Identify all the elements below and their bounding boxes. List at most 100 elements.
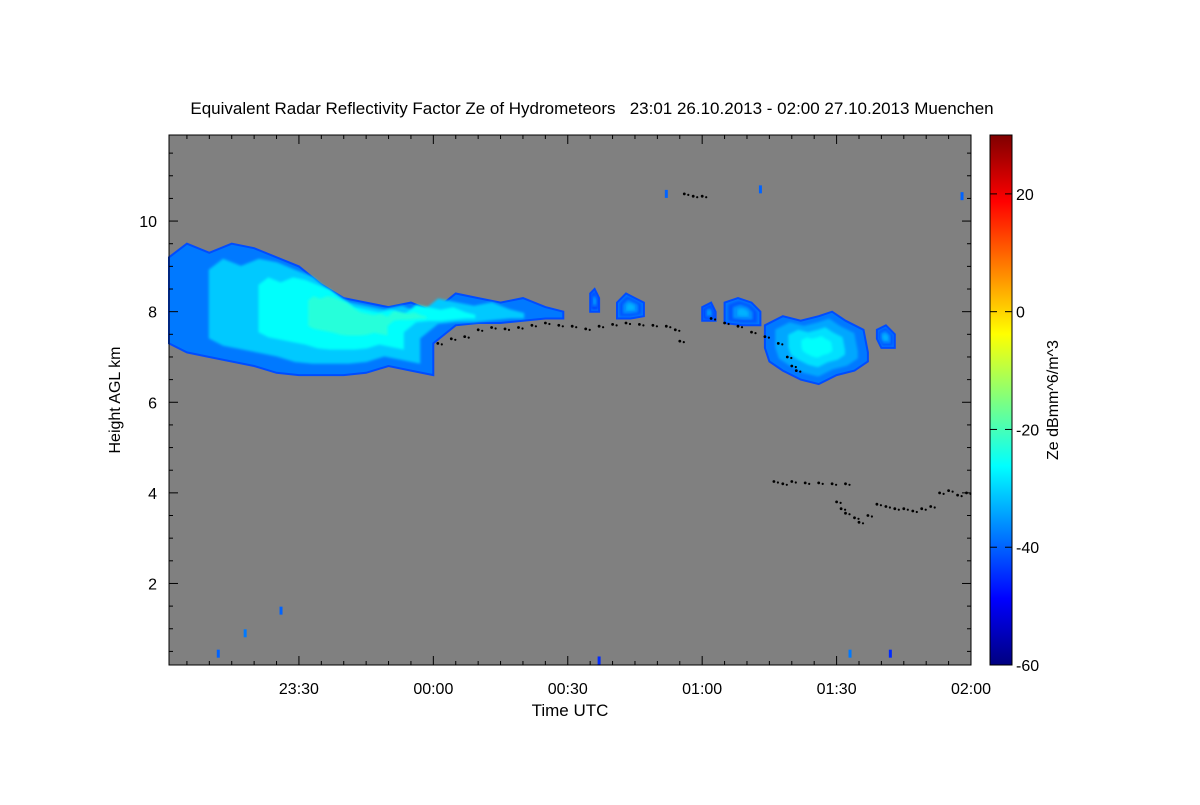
ceilometer-point xyxy=(740,326,744,329)
ceilometer-point xyxy=(561,325,564,328)
cloud-layer xyxy=(589,287,601,313)
cloud-layers xyxy=(168,242,896,386)
ceilometer-point xyxy=(781,482,785,486)
ceilometer-point xyxy=(454,338,457,341)
plot-area xyxy=(168,134,972,666)
ceilometer-point xyxy=(830,482,834,486)
ceilometer-point xyxy=(700,194,704,198)
x-tick-label: 01:30 xyxy=(817,681,857,698)
colorbar-tick-label: 0 xyxy=(1016,305,1025,322)
colorbar-gradient xyxy=(989,134,1013,666)
x-axis: 23:30 00:00 00:30 01:00 01:30 02:00 xyxy=(186,135,991,698)
y-tick-label: 2 xyxy=(148,576,157,593)
colorbar-tick-label: 20 xyxy=(1016,187,1034,204)
ceilometer-point xyxy=(584,327,588,331)
ceilometer-point xyxy=(530,323,534,327)
ceilometer-point xyxy=(664,324,668,328)
ceilometer-point xyxy=(879,504,883,507)
ceilometer-point xyxy=(463,335,467,338)
y-tick-label: 8 xyxy=(148,305,157,322)
ceilometer-point xyxy=(548,322,551,326)
ceilometer-point xyxy=(920,507,924,511)
ceilometer-point xyxy=(490,326,493,329)
ceilometer-point xyxy=(893,507,897,511)
cloud-layer-core xyxy=(801,336,833,358)
x-tick-label: 02:00 xyxy=(951,681,991,698)
ceilometer-point xyxy=(776,342,780,345)
cloud-layer-core xyxy=(626,303,635,311)
y-axis: 2 4 6 8 10 xyxy=(139,152,971,652)
ceilometer-point xyxy=(808,482,811,485)
ceilometer-point xyxy=(866,514,870,517)
ceilometer-point xyxy=(615,324,618,327)
cloud-layer xyxy=(723,297,762,327)
ceilometer-point xyxy=(848,513,851,516)
ceilometer-point xyxy=(476,328,480,332)
cloud-layer-core xyxy=(308,296,427,336)
ceilometer-point xyxy=(628,322,632,326)
ceilometer-point xyxy=(517,326,520,329)
ceilometer-point xyxy=(888,506,892,509)
echo-mark xyxy=(216,649,220,658)
ceilometer-points xyxy=(436,192,972,525)
cloud-layer-core xyxy=(737,308,749,317)
colorbar: -60 -40 -20 0 20 Ze dBmm^6/m^3 xyxy=(989,134,1062,675)
ceilometer-point xyxy=(521,327,524,330)
ceilometer-point xyxy=(651,323,655,327)
ceilometer-point xyxy=(853,516,856,520)
cloud-layer-core xyxy=(258,277,476,350)
y-axis-label: Height AGL km xyxy=(107,346,124,453)
echo-mark xyxy=(243,629,247,638)
ceilometer-point xyxy=(790,364,794,368)
ceilometer-point xyxy=(790,356,793,360)
ceilometer-point xyxy=(763,335,767,338)
ceilometer-point xyxy=(687,193,690,196)
colorbar-tick-label: -40 xyxy=(1016,540,1039,557)
ceilometer-point xyxy=(794,369,798,372)
ceilometer-point xyxy=(942,492,945,495)
ceilometer-point xyxy=(790,480,794,483)
ceilometer-point xyxy=(449,337,453,341)
ceilometer-point xyxy=(503,327,507,331)
echo-mark xyxy=(848,649,852,658)
ceilometer-point xyxy=(534,325,538,328)
cloud-layer-core xyxy=(882,333,888,341)
x-tick-label: 01:00 xyxy=(682,681,722,698)
ceilometer-point xyxy=(839,507,843,511)
ceilometer-point xyxy=(821,482,824,485)
ceilometer-point xyxy=(844,511,847,515)
ceilometer-point xyxy=(678,329,681,332)
ceilometer-point xyxy=(951,490,954,493)
ceilometer-point xyxy=(956,493,959,497)
ceilometer-point xyxy=(436,342,440,345)
ceilometer-point xyxy=(785,355,789,359)
ceilometer-point xyxy=(638,323,641,326)
ceilometer-point xyxy=(861,522,865,525)
plot-background xyxy=(169,135,971,665)
colorbar-ticks: -60 -40 -20 0 20 xyxy=(990,187,1039,675)
ceilometer-point xyxy=(767,336,771,339)
ceilometer-point xyxy=(673,328,677,332)
ceilometer-point xyxy=(902,507,906,511)
ceilometer-point xyxy=(817,481,821,485)
x-axis-label: Time UTC xyxy=(532,701,609,720)
ceilometer-point xyxy=(844,482,847,486)
ceilometer-point xyxy=(938,491,941,495)
ceilometer-point xyxy=(557,323,561,327)
ceilometer-point xyxy=(727,322,730,326)
ceilometer-point xyxy=(785,483,788,486)
ceilometer-point xyxy=(494,327,497,330)
echo-mark xyxy=(279,606,283,615)
ceilometer-point xyxy=(750,330,753,334)
ceilometer-point xyxy=(933,506,936,509)
ceilometer-point xyxy=(857,517,860,520)
ceilometer-point xyxy=(911,509,915,513)
ceilometer-point xyxy=(848,483,851,486)
ceilometer-point xyxy=(781,343,784,346)
cloud-layer-core xyxy=(707,309,712,315)
ceilometer-point xyxy=(691,194,695,198)
cloud-layer xyxy=(168,242,565,377)
ceilometer-point xyxy=(929,505,933,508)
x-tick-label: 00:00 xyxy=(413,681,453,698)
